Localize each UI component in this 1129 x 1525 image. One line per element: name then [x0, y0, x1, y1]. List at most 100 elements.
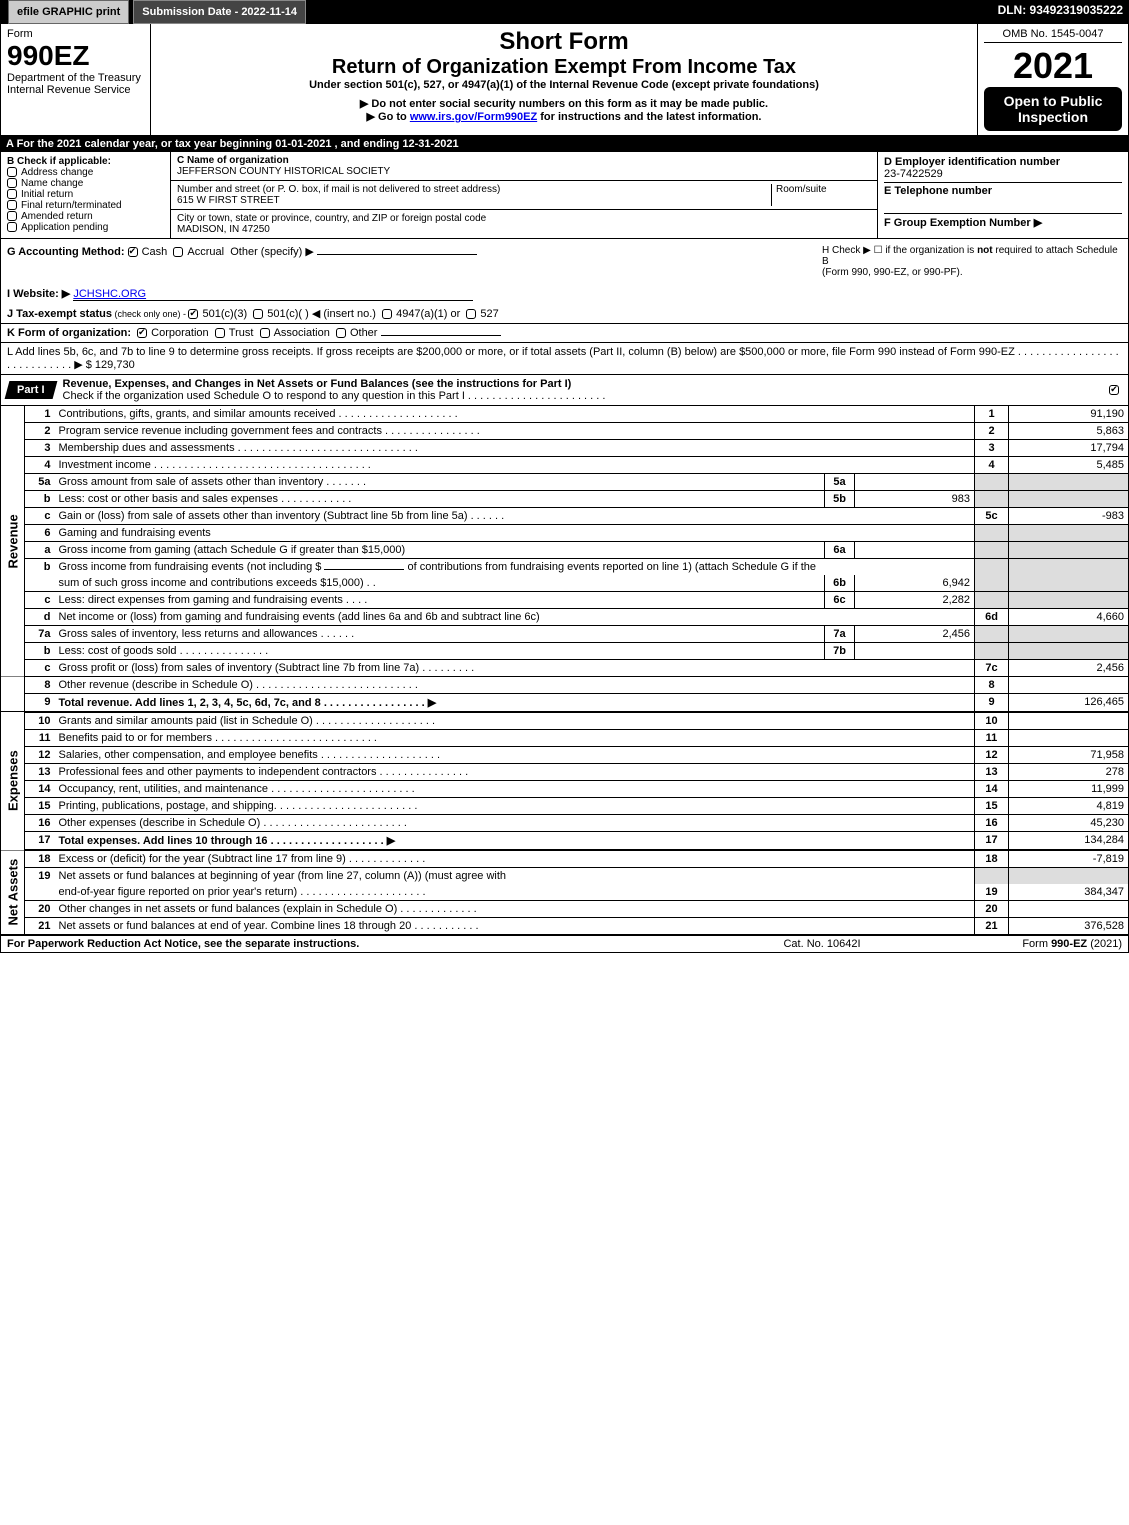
ln-7a: 7a: [25, 626, 55, 643]
rn-5c: 5c: [975, 508, 1009, 525]
rv-7c: 2,456: [1009, 660, 1129, 677]
form-word: Form: [7, 28, 144, 40]
cb-final-return[interactable]: [7, 200, 17, 210]
rn-9: 9: [975, 694, 1009, 713]
desc-3: Membership dues and assessments . . . . …: [55, 440, 975, 457]
lbl-address-change: Address change: [21, 167, 93, 178]
section-net-assets: Net Assets: [1, 850, 25, 935]
desc-6: Gaming and fundraising events: [55, 525, 975, 542]
rn-10: 10: [975, 712, 1009, 730]
row-I-website: I Website: ▶ JCHSHC.ORG: [0, 284, 1129, 304]
ln-21: 21: [25, 918, 55, 935]
lbl-final-return: Final return/terminated: [21, 200, 122, 211]
cb-4947a1[interactable]: [382, 309, 392, 319]
desc-21: Net assets or fund balances at end of ye…: [55, 918, 975, 935]
footer-left: For Paperwork Reduction Act Notice, see …: [7, 938, 722, 950]
submission-date-button[interactable]: Submission Date - 2022-11-14: [133, 0, 306, 24]
rn-13: 13: [975, 764, 1009, 781]
desc-7a: Gross sales of inventory, less returns a…: [55, 626, 825, 643]
rn-19-grey: [975, 868, 1009, 885]
row-G-H: G Accounting Method: Cash Accrual Other …: [0, 239, 1129, 284]
top-bar: efile GRAPHIC print Submission Date - 20…: [0, 0, 1129, 24]
cb-association[interactable]: [260, 328, 270, 338]
rv-20: [1009, 901, 1129, 918]
C-room-label: Room/suite: [776, 184, 871, 195]
desc-5c: Gain or (loss) from sale of assets other…: [55, 508, 975, 525]
rn-6c-grey: [975, 592, 1009, 609]
L-val: 129,730: [92, 359, 135, 371]
row-L-gross-receipts: L Add lines 5b, 6c, and 7b to line 9 to …: [0, 342, 1129, 375]
cb-trust[interactable]: [215, 328, 225, 338]
goto-pre: ▶ Go to: [367, 111, 410, 123]
rn-17: 17: [975, 832, 1009, 851]
sv-7b: [855, 643, 975, 660]
website-link[interactable]: JCHSHC.ORG: [73, 288, 473, 301]
desc-8: Other revenue (describe in Schedule O) .…: [55, 677, 975, 694]
cb-amended-return[interactable]: [7, 211, 17, 221]
cb-initial-return[interactable]: [7, 189, 17, 199]
lbl-other-org: Other: [350, 327, 378, 339]
sv-6c: 2,282: [855, 592, 975, 609]
sn-5a: 5a: [825, 474, 855, 491]
efile-print-button[interactable]: efile GRAPHIC print: [8, 0, 129, 24]
other-specify-input[interactable]: [317, 254, 477, 255]
return-title: Return of Organization Exempt From Incom…: [157, 56, 971, 79]
form-number: 990EZ: [7, 40, 144, 72]
C-street: 615 W FIRST STREET: [177, 195, 771, 206]
sn-7b: 7b: [825, 643, 855, 660]
footer-right: Form 990-EZ (2021): [922, 938, 1122, 950]
rv-6c-grey: [1009, 592, 1129, 609]
desc-4: Investment income . . . . . . . . . . . …: [55, 457, 975, 474]
ln-16: 16: [25, 815, 55, 832]
rn-7a-grey: [975, 626, 1009, 643]
ln-10: 10: [25, 712, 55, 730]
dept-treasury: Department of the Treasury: [7, 72, 144, 84]
cb-other-org[interactable]: [336, 328, 346, 338]
ln-20: 20: [25, 901, 55, 918]
6b-contrib-input[interactable]: [324, 569, 404, 570]
form-header: Form 990EZ Department of the Treasury In…: [0, 24, 1129, 136]
rn-4: 4: [975, 457, 1009, 474]
goto-post: for instructions and the latest informat…: [537, 111, 761, 123]
ln-2: 2: [25, 423, 55, 440]
irs-link[interactable]: www.irs.gov/Form990EZ: [410, 111, 537, 123]
cb-address-change[interactable]: [7, 167, 17, 177]
sv-5b: 983: [855, 491, 975, 508]
rv-13: 278: [1009, 764, 1129, 781]
rn-14: 14: [975, 781, 1009, 798]
rn-1: 1: [975, 406, 1009, 423]
ln-17: 17: [25, 832, 55, 851]
cb-accrual[interactable]: [173, 247, 183, 257]
rv-6b2-grey: [1009, 575, 1129, 592]
ln-6: 6: [25, 525, 55, 542]
desc-19-b: end-of-year figure reported on prior yea…: [55, 884, 975, 901]
H-block: H Check ▶ ☐ if the organization is not r…: [822, 245, 1122, 278]
cb-501c3[interactable]: [188, 309, 198, 319]
cb-cash[interactable]: [128, 247, 138, 257]
part-1-table: Revenue 1 Contributions, gifts, grants, …: [0, 406, 1129, 935]
desc-19-a: Net assets or fund balances at beginning…: [55, 868, 975, 885]
rv-5a-grey: [1009, 474, 1129, 491]
cb-application-pending[interactable]: [7, 222, 17, 232]
cb-corporation[interactable]: [137, 328, 147, 338]
cb-name-change[interactable]: [7, 178, 17, 188]
rv-6a-grey: [1009, 542, 1129, 559]
other-org-input[interactable]: [381, 335, 501, 336]
cb-527[interactable]: [466, 309, 476, 319]
desc-7c: Gross profit or (loss) from sales of inv…: [55, 660, 975, 677]
desc-7b: Less: cost of goods sold . . . . . . . .…: [55, 643, 825, 660]
rv-9: 126,465: [1009, 694, 1129, 713]
rn-15: 15: [975, 798, 1009, 815]
lbl-application-pending: Application pending: [21, 222, 108, 233]
desc-2: Program service revenue including govern…: [55, 423, 975, 440]
cb-part1-schedule-o[interactable]: [1109, 385, 1119, 395]
cb-501c[interactable]: [253, 309, 263, 319]
desc-14: Occupancy, rent, utilities, and maintena…: [55, 781, 975, 798]
header-mid: Short Form Return of Organization Exempt…: [151, 24, 978, 135]
ln-3: 3: [25, 440, 55, 457]
omb-number: OMB No. 1545-0047: [984, 28, 1122, 43]
rn-2: 2: [975, 423, 1009, 440]
F-group-label: F Group Exemption Number ▶: [884, 213, 1122, 229]
rv-21: 376,528: [1009, 918, 1129, 935]
desc-15: Printing, publications, postage, and shi…: [55, 798, 975, 815]
